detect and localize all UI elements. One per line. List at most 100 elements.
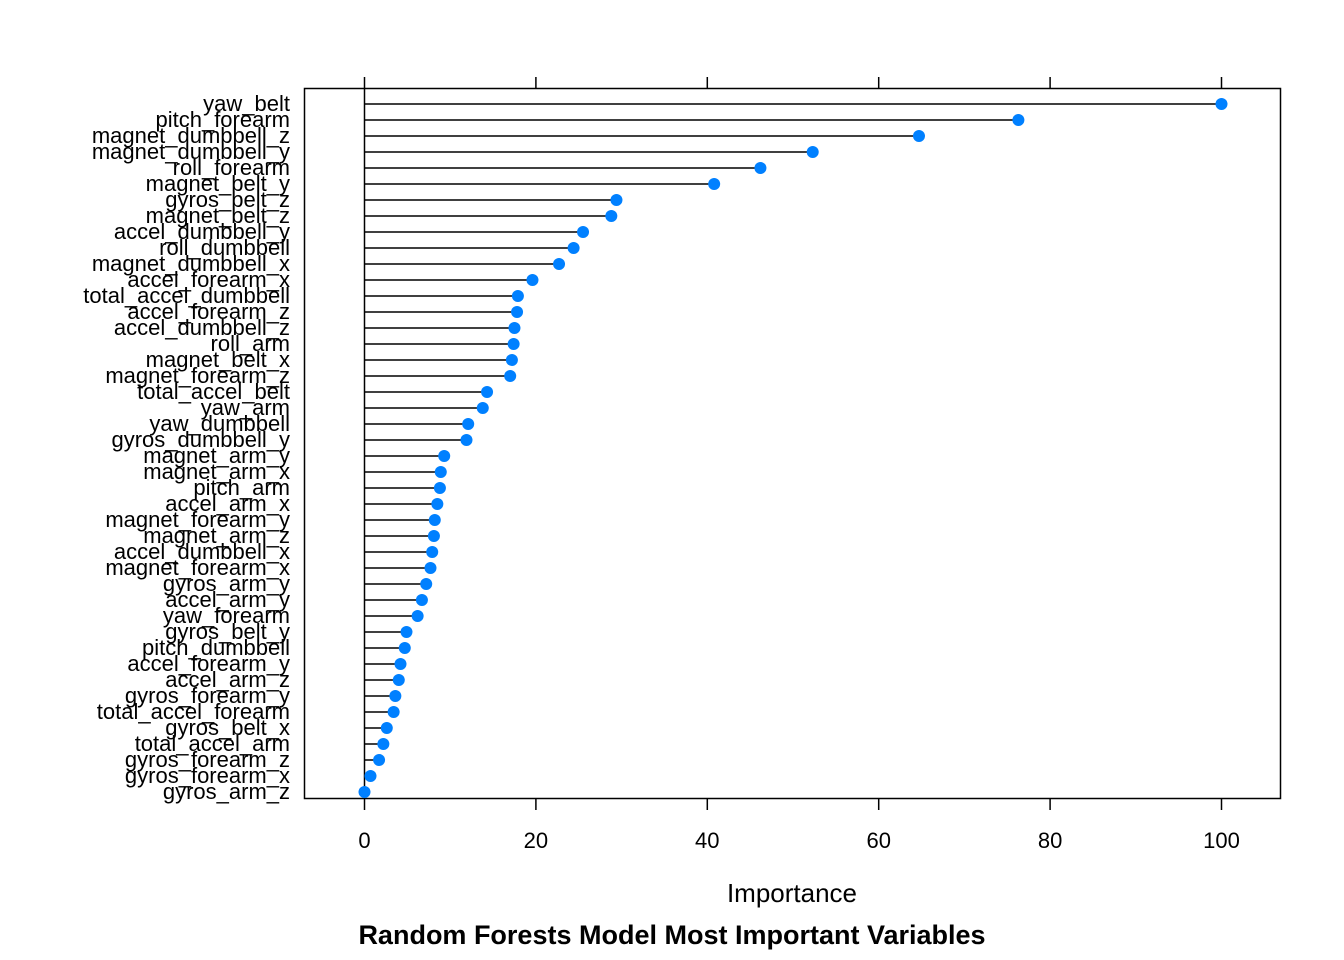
label-pitch-forearm: pitch_forearm <box>155 107 290 132</box>
label-gyros-forearm-y: gyros_forearm_y <box>125 683 290 708</box>
x-tick-label-60: 60 <box>866 828 890 853</box>
label-magnet-belt-z: magnet_belt_z <box>146 203 290 228</box>
label-yaw-dumbbell: yaw_dumbbell <box>149 411 290 436</box>
point-accel-dumbbell-z <box>508 322 521 334</box>
label-yaw-belt: yaw_belt <box>203 91 290 116</box>
chart-title: Random Forests Model Most Important Vari… <box>358 920 985 950</box>
point-gyros-forearm-z <box>373 754 386 766</box>
label-magnet-dumbbell-x: magnet_dumbbell_x <box>92 251 290 276</box>
label-pitch-dumbbell: pitch_dumbbell <box>142 635 290 660</box>
point-pitch-forearm <box>1012 114 1025 126</box>
label-gyros-belt-x: gyros_belt_x <box>165 715 290 740</box>
label-magnet-arm-z: magnet_arm_z <box>143 523 290 548</box>
point-yaw-arm <box>476 402 489 414</box>
label-accel-arm-x: accel_arm_x <box>165 491 290 516</box>
point-accel-arm-z <box>392 674 405 686</box>
point-magnet-forearm-x <box>424 562 437 574</box>
point-magnet-arm-x <box>434 466 447 478</box>
point-yaw-dumbbell <box>462 418 475 430</box>
label-magnet-dumbbell-z: magnet_dumbbell_z <box>92 123 290 148</box>
point-pitch-arm <box>433 482 446 494</box>
label-roll-arm: roll_arm <box>211 331 290 356</box>
label-gyros-dumbbell-y: gyros_dumbbell_y <box>111 427 290 452</box>
label-magnet-arm-y: magnet_arm_y <box>143 443 290 468</box>
label-total-accel-dumbbell: total_accel_dumbbell <box>83 283 290 308</box>
point-magnet-belt-y <box>708 178 721 190</box>
label-roll-dumbbell: roll_dumbbell <box>159 235 290 260</box>
x-axis: 0 20 40 60 80 100 <box>358 77 1240 853</box>
point-gyros-forearm-y <box>389 690 402 702</box>
label-magnet-belt-y: magnet_belt_y <box>146 171 290 196</box>
label-magnet-dumbbell-y: magnet_dumbbell_y <box>92 139 290 164</box>
point-gyros-belt-z <box>610 194 623 206</box>
point-magnet-forearm-z <box>504 370 517 382</box>
point-roll-dumbbell <box>567 242 580 254</box>
point-roll-arm <box>507 338 520 350</box>
label-magnet-arm-x: magnet_arm_x <box>143 459 290 484</box>
point-total-accel-arm <box>377 738 390 750</box>
x-tick-label-40: 40 <box>695 828 719 853</box>
point-magnet-dumbbell-z <box>912 130 925 142</box>
point-gyros-dumbbell-y <box>460 434 473 446</box>
label-yaw-arm: yaw_arm <box>201 395 290 420</box>
x-tick-label-0: 0 <box>358 828 370 853</box>
point-yaw-forearm <box>411 610 424 622</box>
label-accel-dumbbell-x: accel_dumbbell_x <box>114 539 290 564</box>
label-magnet-forearm-x: magnet_forearm_x <box>105 555 290 580</box>
label-accel-dumbbell-y: accel_dumbbell_y <box>114 219 290 244</box>
label-total-accel-belt: total_accel_belt <box>137 379 290 404</box>
variable-labels: yaw_beltpitch_forearmmagnet_dumbbell_zma… <box>83 91 290 804</box>
point-total-accel-forearm <box>387 706 400 718</box>
point-magnet-dumbbell-y <box>806 146 819 158</box>
plot-frame <box>303 87 1282 800</box>
label-roll-forearm: roll_forearm <box>173 155 290 180</box>
label-gyros-arm-z: gyros_arm_z <box>163 779 290 804</box>
label-pitch-arm: pitch_arm <box>193 475 290 500</box>
label-total-accel-forearm: total_accel_forearm <box>97 699 290 724</box>
x-tick-label-100: 100 <box>1203 828 1240 853</box>
points-layer <box>358 98 1228 798</box>
point-gyros-belt-x <box>380 722 393 734</box>
label-gyros-forearm-z: gyros_forearm_z <box>125 747 290 772</box>
point-gyros-forearm-x <box>364 770 377 782</box>
label-accel-arm-y: accel_arm_y <box>165 587 290 612</box>
label-gyros-arm-y: gyros_arm_y <box>163 571 290 596</box>
point-accel-forearm-x <box>526 274 539 286</box>
point-gyros-arm-y <box>420 578 433 590</box>
x-axis-title: Importance <box>727 878 857 908</box>
label-accel-forearm-x: accel_forearm_x <box>127 267 290 292</box>
point-accel-dumbbell-x <box>426 546 439 558</box>
point-yaw-belt <box>1215 98 1228 110</box>
label-accel-dumbbell-z: accel_dumbbell_z <box>114 315 290 340</box>
point-magnet-belt-x <box>505 354 518 366</box>
label-gyros-belt-y: gyros_belt_y <box>165 619 290 644</box>
x-tick-label-20: 20 <box>524 828 548 853</box>
label-yaw-forearm: yaw_forearm <box>163 603 290 628</box>
label-accel-forearm-z: accel_forearm_z <box>127 299 290 324</box>
point-accel-forearm-y <box>394 658 407 670</box>
label-magnet-forearm-y: magnet_forearm_y <box>105 507 290 532</box>
point-magnet-arm-z <box>427 530 440 542</box>
label-gyros-belt-z: gyros_belt_z <box>165 187 290 212</box>
point-total-accel-dumbbell <box>511 290 524 302</box>
point-magnet-dumbbell-x <box>553 258 566 270</box>
point-gyros-arm-z <box>358 786 371 798</box>
label-total-accel-arm: total_accel_arm <box>135 731 290 756</box>
point-magnet-belt-z <box>605 210 618 222</box>
label-accel-arm-z: accel_arm_z <box>165 667 290 692</box>
point-pitch-dumbbell <box>398 642 411 654</box>
point-accel-dumbbell-y <box>577 226 590 238</box>
point-accel-arm-y <box>415 594 428 606</box>
point-magnet-forearm-y <box>428 514 441 526</box>
point-gyros-belt-y <box>400 626 413 638</box>
stems-layer <box>363 88 1222 799</box>
x-tick-label-80: 80 <box>1038 828 1062 853</box>
point-total-accel-belt <box>481 386 494 398</box>
label-magnet-belt-x: magnet_belt_x <box>146 347 290 372</box>
point-accel-forearm-z <box>511 306 524 318</box>
point-accel-arm-x <box>431 498 444 510</box>
point-magnet-arm-y <box>438 450 451 462</box>
label-magnet-forearm-z: magnet_forearm_z <box>105 363 290 388</box>
point-roll-forearm <box>754 162 767 174</box>
